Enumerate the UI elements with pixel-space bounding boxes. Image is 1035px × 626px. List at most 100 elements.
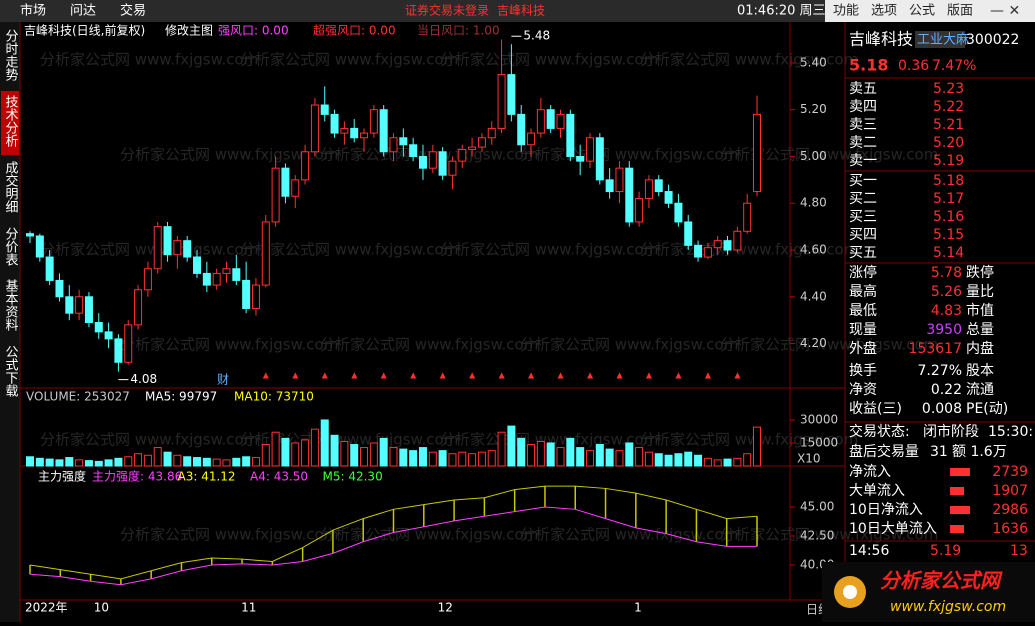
flow-bar xyxy=(950,468,970,476)
volume-bar xyxy=(134,453,143,467)
unit: X10 xyxy=(797,452,821,466)
menu-item[interactable]: 交易 xyxy=(120,3,146,19)
candle-body xyxy=(360,132,369,139)
flow-name: 净流入 xyxy=(849,464,891,480)
stock-code: 300022 xyxy=(966,32,1019,48)
volume-bar xyxy=(75,459,84,467)
candle-body xyxy=(281,167,290,197)
volume-bar xyxy=(654,453,663,467)
candle-body xyxy=(143,268,152,291)
signal: ▲ xyxy=(410,371,417,380)
y-tick-label: 30000 xyxy=(800,412,838,426)
stat-name: 跌停 xyxy=(966,264,994,281)
side-tab[interactable]: 基本资料 xyxy=(3,279,19,331)
candle-body xyxy=(517,113,526,146)
side-tab[interactable]: 分价表 xyxy=(3,227,19,266)
signal: ▲ xyxy=(646,371,653,380)
y-tick-label: 4.20 xyxy=(800,336,827,350)
stat-value: 0.008 xyxy=(922,401,962,417)
candle-body xyxy=(310,104,319,153)
candle-body xyxy=(222,268,231,274)
stat-name: 收益(三) xyxy=(849,401,902,417)
flow-name: 10日净流入 xyxy=(849,502,923,518)
candle-body xyxy=(477,137,486,148)
watermark: 分析家公式网 www.fxjgsw.com xyxy=(40,431,258,449)
watermark: 分析家公式网 www.fxjgsw.com xyxy=(120,336,338,354)
y-tick-label: 5.00 xyxy=(800,149,827,163)
candle-body xyxy=(320,104,329,115)
side-tab[interactable]: 成交明细 xyxy=(3,161,19,213)
tick-price: 5.19 xyxy=(930,543,961,559)
volume-bar xyxy=(212,458,221,467)
candle-body xyxy=(45,256,54,281)
side-tab[interactable]: 技术分析 xyxy=(3,95,19,147)
volume-bar xyxy=(222,459,231,467)
menu-item[interactable]: 问达 xyxy=(70,4,96,19)
tab-active xyxy=(1,91,19,155)
legend: VOLUME: 253027 xyxy=(26,390,130,404)
stat-name: 涨停 xyxy=(849,264,877,281)
watermark: 分析家公式网 www.fxjgsw.com xyxy=(720,526,938,544)
order-price: 5.21 xyxy=(933,117,964,133)
candle-body xyxy=(713,240,722,249)
candle-body xyxy=(615,167,624,193)
y-tick-label: 15000 xyxy=(800,435,838,449)
candle-body xyxy=(644,179,653,200)
menu-item[interactable]: 版面 xyxy=(947,4,973,19)
watermark: 分析家公式网 www.fxjgsw.com xyxy=(40,241,258,259)
candle-body xyxy=(723,240,732,251)
watermark: 分析家公式网 www.fxjgsw.com xyxy=(120,526,338,544)
volume-bar xyxy=(143,454,152,467)
volume-bar xyxy=(242,456,251,467)
menu-item[interactable]: 市场 xyxy=(20,3,46,19)
tag: 工业大麻 xyxy=(917,33,969,48)
volume-bar xyxy=(743,453,752,467)
side-tab[interactable]: 分时走势 xyxy=(3,29,19,82)
candle-body xyxy=(183,240,192,258)
signal: ▲ xyxy=(469,371,476,380)
side-tab[interactable]: 公式下载 xyxy=(3,345,19,398)
stat-name: 现量 xyxy=(849,322,877,338)
watermark: 分析家公式网 www.fxjgsw.com xyxy=(440,431,658,449)
marker: 财 xyxy=(217,373,229,387)
candle-body xyxy=(84,296,93,324)
volume-bar xyxy=(595,444,604,467)
order-level: 买五 xyxy=(849,245,877,261)
flow-value: 1907 xyxy=(992,483,1028,499)
menu-item[interactable]: 选项 xyxy=(871,4,897,19)
signal: ▲ xyxy=(322,371,329,380)
tool-button: 修改主图 xyxy=(165,23,213,38)
candle-body xyxy=(291,179,300,197)
legend: 当日风口: 1.00 xyxy=(417,24,500,38)
volume-bar xyxy=(635,447,644,467)
legend: 强风口: 0.00 xyxy=(218,24,289,38)
candle-body xyxy=(566,113,575,157)
stat-name: 净资 xyxy=(849,382,877,398)
volume-bar xyxy=(468,453,477,467)
volume-bar xyxy=(291,442,300,467)
volume-bar xyxy=(418,447,427,467)
volume-bar xyxy=(458,451,467,467)
candle-body xyxy=(271,167,280,223)
volume-bar xyxy=(664,454,673,467)
volume-bar xyxy=(625,442,634,467)
volume-bar xyxy=(487,450,496,467)
menu-item[interactable]: 功能 xyxy=(833,4,859,19)
menu-item[interactable]: 公式 xyxy=(909,4,935,19)
volume-bar xyxy=(566,437,575,467)
candle-body xyxy=(261,221,270,286)
flow-value: 2986 xyxy=(992,502,1028,518)
order-level: 卖二 xyxy=(849,135,877,151)
volume-bar xyxy=(124,456,133,467)
stat-name: 换手 xyxy=(849,362,877,379)
status-value: 额 1.6万 xyxy=(952,444,1007,460)
candle-body xyxy=(654,179,663,193)
volume-bar xyxy=(703,457,712,467)
candle-body xyxy=(75,296,84,314)
volume-bar xyxy=(114,457,123,467)
candle-body xyxy=(409,144,418,157)
order-price: 5.23 xyxy=(933,81,964,97)
order-price: 5.16 xyxy=(933,209,964,225)
volume-bar xyxy=(350,444,359,467)
volume-bar xyxy=(713,459,722,467)
